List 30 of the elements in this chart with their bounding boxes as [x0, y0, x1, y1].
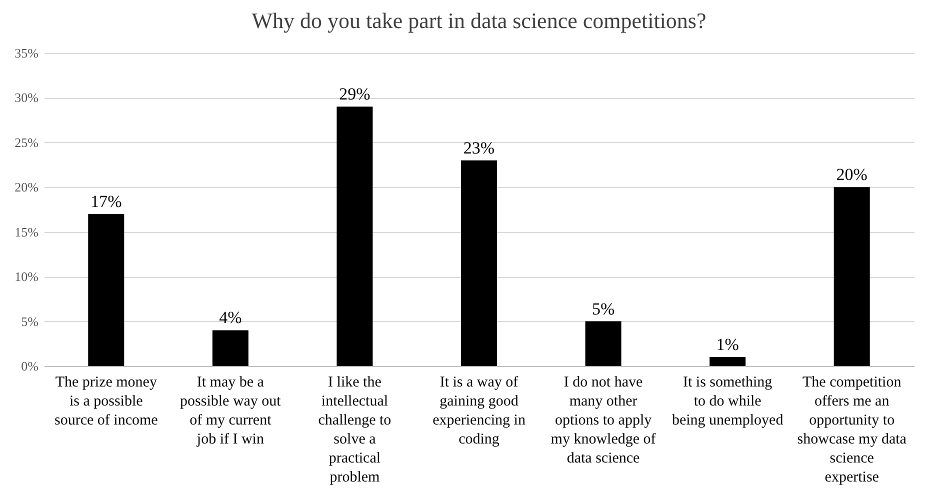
y-tick-label: 25% — [14, 134, 39, 150]
data-label: 23% — [463, 138, 495, 158]
x-tick-label: I like the intellectual challenge to solve a practical problem — [318, 374, 392, 486]
x-tick-label: I do not have many other options to apply my knowledge of data science — [550, 374, 656, 466]
data-label: 17% — [90, 192, 122, 211]
y-tick-label: 10% — [14, 269, 39, 284]
x-tick-label: It may be a possible way out of my current job if I win — [180, 374, 282, 448]
data-label: 4% — [219, 308, 242, 328]
bar — [88, 214, 124, 366]
bar — [710, 357, 746, 366]
bar — [585, 321, 622, 366]
data-label: 20% — [836, 165, 868, 184]
bar — [834, 187, 870, 366]
x-tick-label: The competition offers me an opportunity to showcase my data science expertise — [797, 374, 907, 486]
chart-title: Why do you take part in data science competitions? — [252, 8, 706, 33]
y-tick-label: 30% — [14, 90, 39, 106]
data-label: 29% — [339, 84, 370, 104]
data-label: 5% — [592, 299, 615, 318]
data-label: 1% — [716, 335, 739, 354]
y-tick-label: 15% — [14, 224, 39, 240]
bar — [336, 106, 373, 366]
y-tick-label: 0% — [21, 358, 39, 374]
bar — [461, 160, 497, 366]
x-tick-label: It is a way of gaining good experiencing in coding — [432, 374, 526, 448]
y-tick-label: 20% — [14, 180, 39, 195]
y-tick-label: 5% — [21, 314, 39, 329]
x-tick-label: The prize money is a possible source of income — [54, 374, 158, 428]
x-tick-label: It is something to do while being unemployed — [672, 374, 784, 428]
bar — [212, 330, 248, 366]
y-tick-label: 35% — [14, 46, 39, 60]
